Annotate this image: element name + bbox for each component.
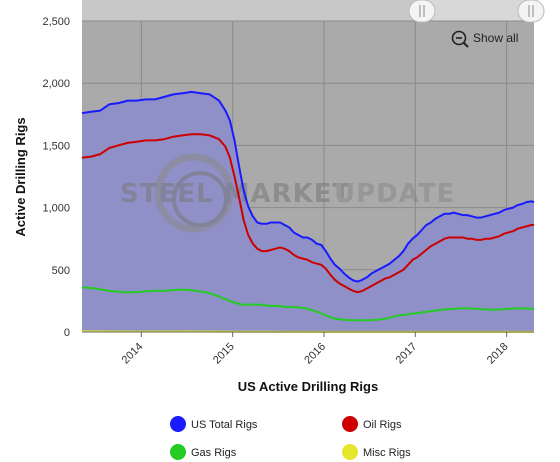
watermark-text-update: UPDATE [334, 179, 455, 209]
legend-marker [170, 416, 186, 432]
y-axis-title: Active Drilling Rigs [13, 117, 28, 236]
navigator-range[interactable] [82, 0, 422, 21]
legend-marker [342, 444, 358, 460]
legend: US Total Rigs Oil Rigs Gas Rigs Misc Rigs [170, 416, 411, 460]
y-tick-label: 1,000 [42, 203, 70, 215]
gas-rigs-line [81, 286, 535, 322]
show-all-button[interactable]: Show all [451, 30, 519, 48]
legend-item[interactable]: Misc Rigs [342, 444, 411, 460]
y-tick-label: 1,500 [42, 140, 70, 152]
y-tick-label: 0 [64, 327, 70, 339]
y-tick-label: 2,000 [42, 78, 70, 90]
legend-label: Oil Rigs [363, 419, 402, 431]
y-tick-labels: 0 500 1,000 1,500 2,000 2,500 [42, 16, 70, 339]
oil-rigs-line [81, 133, 534, 294]
x-tick-labels: 2014 2015 2016 2017 2018 [120, 332, 511, 366]
us-total-area [82, 91, 534, 333]
show-all-label: Show all [473, 31, 518, 45]
navigator-handle-left[interactable] [408, 0, 436, 23]
x-tick-label: 2018 [485, 341, 511, 367]
legend-label: US Total Rigs [191, 419, 258, 431]
legend-marker [342, 416, 358, 432]
watermark-logo: STEEL MARKET UPDATE [120, 153, 455, 233]
zoom-out-icon [451, 30, 467, 46]
x-tick-label: 2014 [120, 341, 146, 367]
x-tick-label: 2015 [211, 341, 237, 367]
legend-item[interactable]: Gas Rigs [170, 444, 237, 460]
legend-label: Gas Rigs [191, 447, 237, 459]
legend-item[interactable]: Oil Rigs [342, 416, 402, 432]
y-tick-label: 500 [52, 265, 70, 277]
legend-item[interactable]: US Total Rigs [170, 416, 258, 432]
legend-marker [170, 444, 186, 460]
x-tick-label: 2017 [394, 341, 420, 367]
us-total-rigs-line [81, 90, 535, 283]
x-tick-label: 2016 [302, 341, 328, 367]
x-axis-title: US Active Drilling Rigs [238, 379, 378, 394]
y-tick-label: 2,500 [42, 16, 70, 28]
legend-label: Misc Rigs [363, 447, 411, 459]
navigator-handle-right[interactable] [517, 0, 545, 23]
